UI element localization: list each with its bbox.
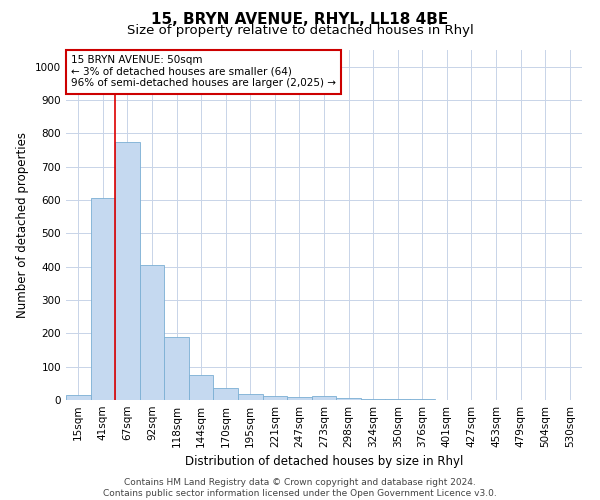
Bar — [263, 396, 287, 400]
Text: Contains HM Land Registry data © Crown copyright and database right 2024.
Contai: Contains HM Land Registry data © Crown c… — [103, 478, 497, 498]
Bar — [214, 388, 238, 400]
Bar — [385, 399, 410, 400]
Text: 15, BRYN AVENUE, RHYL, LL18 4BE: 15, BRYN AVENUE, RHYL, LL18 4BE — [151, 12, 449, 26]
X-axis label: Distribution of detached houses by size in Rhyl: Distribution of detached houses by size … — [185, 456, 463, 468]
Bar — [312, 396, 336, 400]
Bar — [115, 142, 140, 400]
Bar — [140, 265, 164, 400]
Bar — [238, 394, 263, 400]
Y-axis label: Number of detached properties: Number of detached properties — [16, 132, 29, 318]
Bar — [361, 398, 385, 400]
Bar — [164, 336, 189, 400]
Bar — [91, 198, 115, 400]
Text: 15 BRYN AVENUE: 50sqm
← 3% of detached houses are smaller (64)
96% of semi-detac: 15 BRYN AVENUE: 50sqm ← 3% of detached h… — [71, 56, 336, 88]
Bar — [189, 375, 214, 400]
Bar — [287, 396, 312, 400]
Bar — [336, 398, 361, 400]
Bar — [66, 395, 91, 400]
Text: Size of property relative to detached houses in Rhyl: Size of property relative to detached ho… — [127, 24, 473, 37]
